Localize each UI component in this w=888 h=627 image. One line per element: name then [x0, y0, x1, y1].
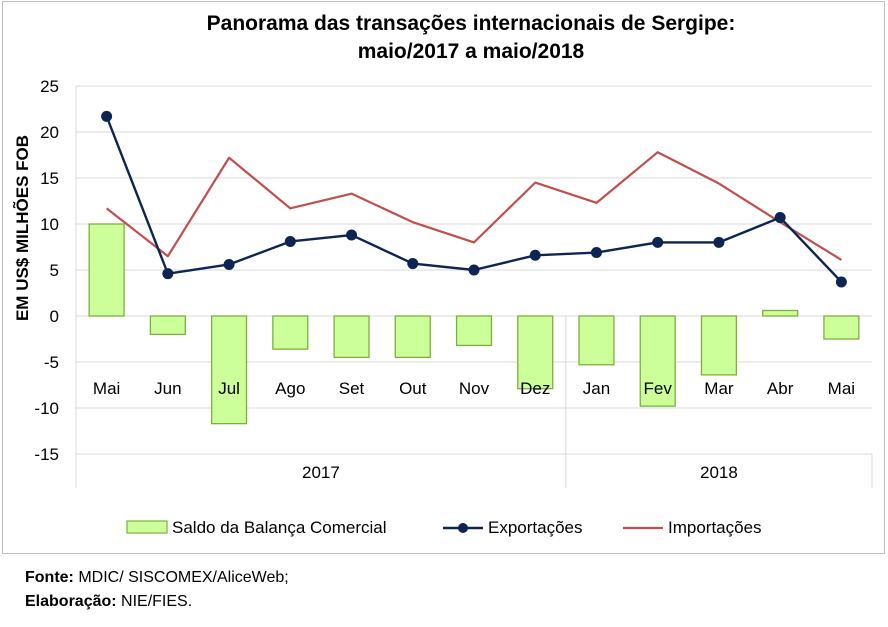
point-exportacoes — [652, 236, 664, 248]
point-exportacoes — [774, 212, 786, 224]
point-exportacoes — [284, 235, 296, 247]
x-tick-label: Ago — [275, 379, 305, 398]
y-tick-label: 15 — [40, 169, 59, 188]
point-exportacoes — [162, 268, 174, 280]
x-tick-label: Fev — [644, 379, 673, 398]
point-exportacoes — [835, 276, 847, 288]
bar-saldo — [210, 315, 248, 425]
point-exportacoes — [468, 264, 480, 276]
point-exportacoes — [101, 110, 113, 122]
prepared-line: Elaboração: NIE/FIES. — [25, 590, 289, 614]
legend-label-exportacoes: Exportações — [488, 518, 583, 537]
chart-title-line-2: maio/2017 a maio/2018 — [358, 40, 585, 63]
bar-saldo — [639, 315, 676, 407]
bar-saldo — [149, 315, 186, 336]
y-tick-label: -5 — [44, 353, 59, 372]
x-tick-label: Mar — [704, 379, 734, 398]
legend-label-importacoes: Importações — [668, 518, 762, 537]
bar-saldo — [333, 315, 370, 359]
y-tick-label: 20 — [40, 123, 59, 142]
legend: Saldo da Balança Comercial Exportações Imp… — [126, 518, 762, 537]
footer: Fonte: MDIC/ SISCOMEX/AliceWeb; Elaboraç… — [25, 566, 289, 614]
y-tick-label: -15 — [34, 445, 59, 464]
chart-title-line-1: Panorama das transações internacionais d… — [207, 12, 736, 35]
year-label: 2017 — [302, 463, 340, 482]
x-tick-label: Mai — [828, 379, 855, 398]
x-tick-label: Jan — [583, 379, 610, 398]
x-tick-label: Jun — [154, 379, 181, 398]
x-tick-label: Mai — [93, 379, 120, 398]
x-tick-label: Set — [339, 379, 365, 398]
line-exportações — [105, 115, 843, 283]
bar-saldo — [700, 315, 738, 376]
x-tick-label: Jul — [218, 379, 240, 398]
y-tick-label: 0 — [50, 307, 59, 326]
line-series — [101, 110, 847, 288]
y-axis-label: EM US$ MILHÕES FOB — [12, 135, 32, 321]
bar-saldo — [517, 315, 554, 390]
y-tick-label: 5 — [50, 261, 59, 280]
legend-swatch-saldo — [126, 520, 168, 534]
legend-label-saldo: Saldo da Balança Comercial — [172, 518, 387, 537]
source-line: Fonte: MDIC/ SISCOMEX/AliceWeb; — [25, 566, 289, 590]
y-axis-ticks: 25 20 15 10 5 0 -5 -10 -15 — [34, 77, 59, 464]
y-tick-label: -10 — [34, 399, 59, 418]
bar-saldo — [272, 315, 309, 350]
source-text: MDIC/ SISCOMEX/AliceWeb; — [73, 569, 289, 586]
year-groups: 2017 2018 — [75, 316, 873, 488]
bar-saldo — [88, 223, 125, 317]
point-exportacoes — [713, 236, 725, 248]
point-exportacoes — [223, 258, 235, 270]
x-tick-label: Dez — [520, 379, 550, 398]
bar-series — [88, 223, 860, 425]
chart: Panorama das transações internacionais d… — [12, 12, 873, 537]
point-exportacoes — [590, 247, 602, 259]
legend-marker-exportacoes — [458, 523, 468, 533]
bar-saldo — [578, 315, 615, 366]
point-exportacoes — [407, 258, 419, 270]
line-importações — [105, 151, 842, 261]
x-tick-label: Out — [399, 379, 427, 398]
prepared-text: NIE/FIES. — [116, 593, 193, 610]
bar-saldo — [394, 315, 431, 359]
point-exportacoes — [529, 249, 541, 261]
bar-saldo — [455, 315, 493, 347]
x-tick-label: Abr — [767, 379, 794, 398]
source-label: Fonte: — [25, 569, 74, 586]
bar-saldo — [823, 315, 860, 340]
y-tick-label: 25 — [40, 77, 59, 96]
chart-frame: Panorama das transações internacionais d… — [2, 1, 885, 554]
bar-saldo — [762, 309, 799, 317]
point-exportacoes — [346, 229, 358, 241]
x-tick-label: Nov — [459, 379, 490, 398]
prepared-label: Elaboração: — [25, 593, 117, 610]
year-label: 2018 — [700, 463, 738, 482]
y-tick-label: 10 — [40, 215, 59, 234]
category-labels: Mai Jun Jul Ago Set Out Nov Dez Jan Fev Mar Abr Mai — [93, 379, 855, 398]
